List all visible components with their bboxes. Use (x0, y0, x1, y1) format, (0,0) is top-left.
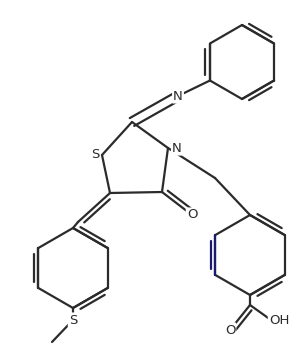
Text: N: N (172, 142, 182, 155)
Text: OH: OH (269, 314, 289, 327)
Text: S: S (69, 314, 77, 327)
Text: S: S (91, 149, 99, 162)
Text: O: O (187, 208, 197, 221)
Text: N: N (173, 89, 183, 102)
Text: O: O (225, 323, 235, 337)
